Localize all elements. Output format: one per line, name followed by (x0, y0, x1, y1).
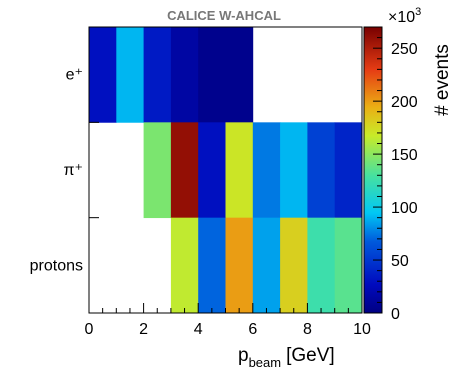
x-axis-label-main: p (238, 345, 249, 366)
x-tick-label: 10 (353, 321, 371, 338)
heatmap-cell (252, 122, 281, 219)
heatmap-cells (89, 27, 363, 314)
heatmap-cell (170, 122, 199, 219)
heatmap-cell (307, 122, 336, 219)
colorbar-tick-label: 0 (391, 306, 400, 323)
x-tick-label: 6 (248, 321, 257, 338)
heatmap-cell (89, 27, 117, 123)
x-axis-label-unit: [GeV] (286, 345, 335, 366)
colorbar-multiplier: ×103 (388, 6, 421, 26)
colorbar-multiplier-base: ×10 (388, 9, 415, 26)
heatmap-cell (225, 217, 254, 314)
row-label: π⁺ (64, 162, 83, 179)
heatmap-cell (170, 27, 199, 123)
x-tick-label: 2 (139, 321, 148, 338)
heatmap-cell (116, 27, 144, 123)
heatmap-cell (198, 217, 226, 314)
colorbar (363, 26, 383, 314)
heatmap-cell (334, 217, 363, 314)
heatmap-cell (225, 27, 254, 123)
colorbar-tick-label: 150 (391, 147, 418, 164)
x-axis-label-sub: beam (249, 355, 282, 370)
x-axis-label: pbeam [GeV] (238, 345, 335, 370)
colorbar-tick-label: 100 (391, 200, 418, 217)
heatmap-cell (280, 122, 308, 219)
heatmap-cell (198, 122, 226, 219)
x-tick-label: 4 (194, 321, 203, 338)
heatmap-cell (334, 122, 363, 219)
y-axis: e⁺ π⁺ protons (30, 67, 99, 274)
heatmap-cell (307, 217, 336, 314)
x-axis: 0 2 4 6 8 10 (85, 303, 371, 338)
x-tick-label: 0 (85, 321, 94, 338)
heatmap-cell (198, 27, 226, 123)
x-tick-label: 8 (303, 321, 312, 338)
heatmap-cell (252, 217, 281, 314)
colorbar-label: # events (432, 44, 453, 116)
colorbar-tick-label: 250 (391, 41, 418, 58)
chart-title: CALICE W-AHCAL (167, 8, 281, 23)
heatmap-cell (225, 122, 254, 219)
row-label: protons (30, 257, 83, 274)
heatmap-cell (143, 27, 172, 123)
heatmap-cell (170, 217, 199, 314)
colorbar-ticks: 0 50 100 150 200 250 (373, 37, 418, 323)
heatmap-cell (143, 122, 172, 219)
colorbar-multiplier-exp: 3 (415, 6, 421, 18)
row-label: e⁺ (66, 67, 83, 84)
heatmap-cell (280, 217, 308, 314)
colorbar-tick-label: 50 (391, 253, 409, 270)
colorbar-tick-label: 200 (391, 94, 418, 111)
